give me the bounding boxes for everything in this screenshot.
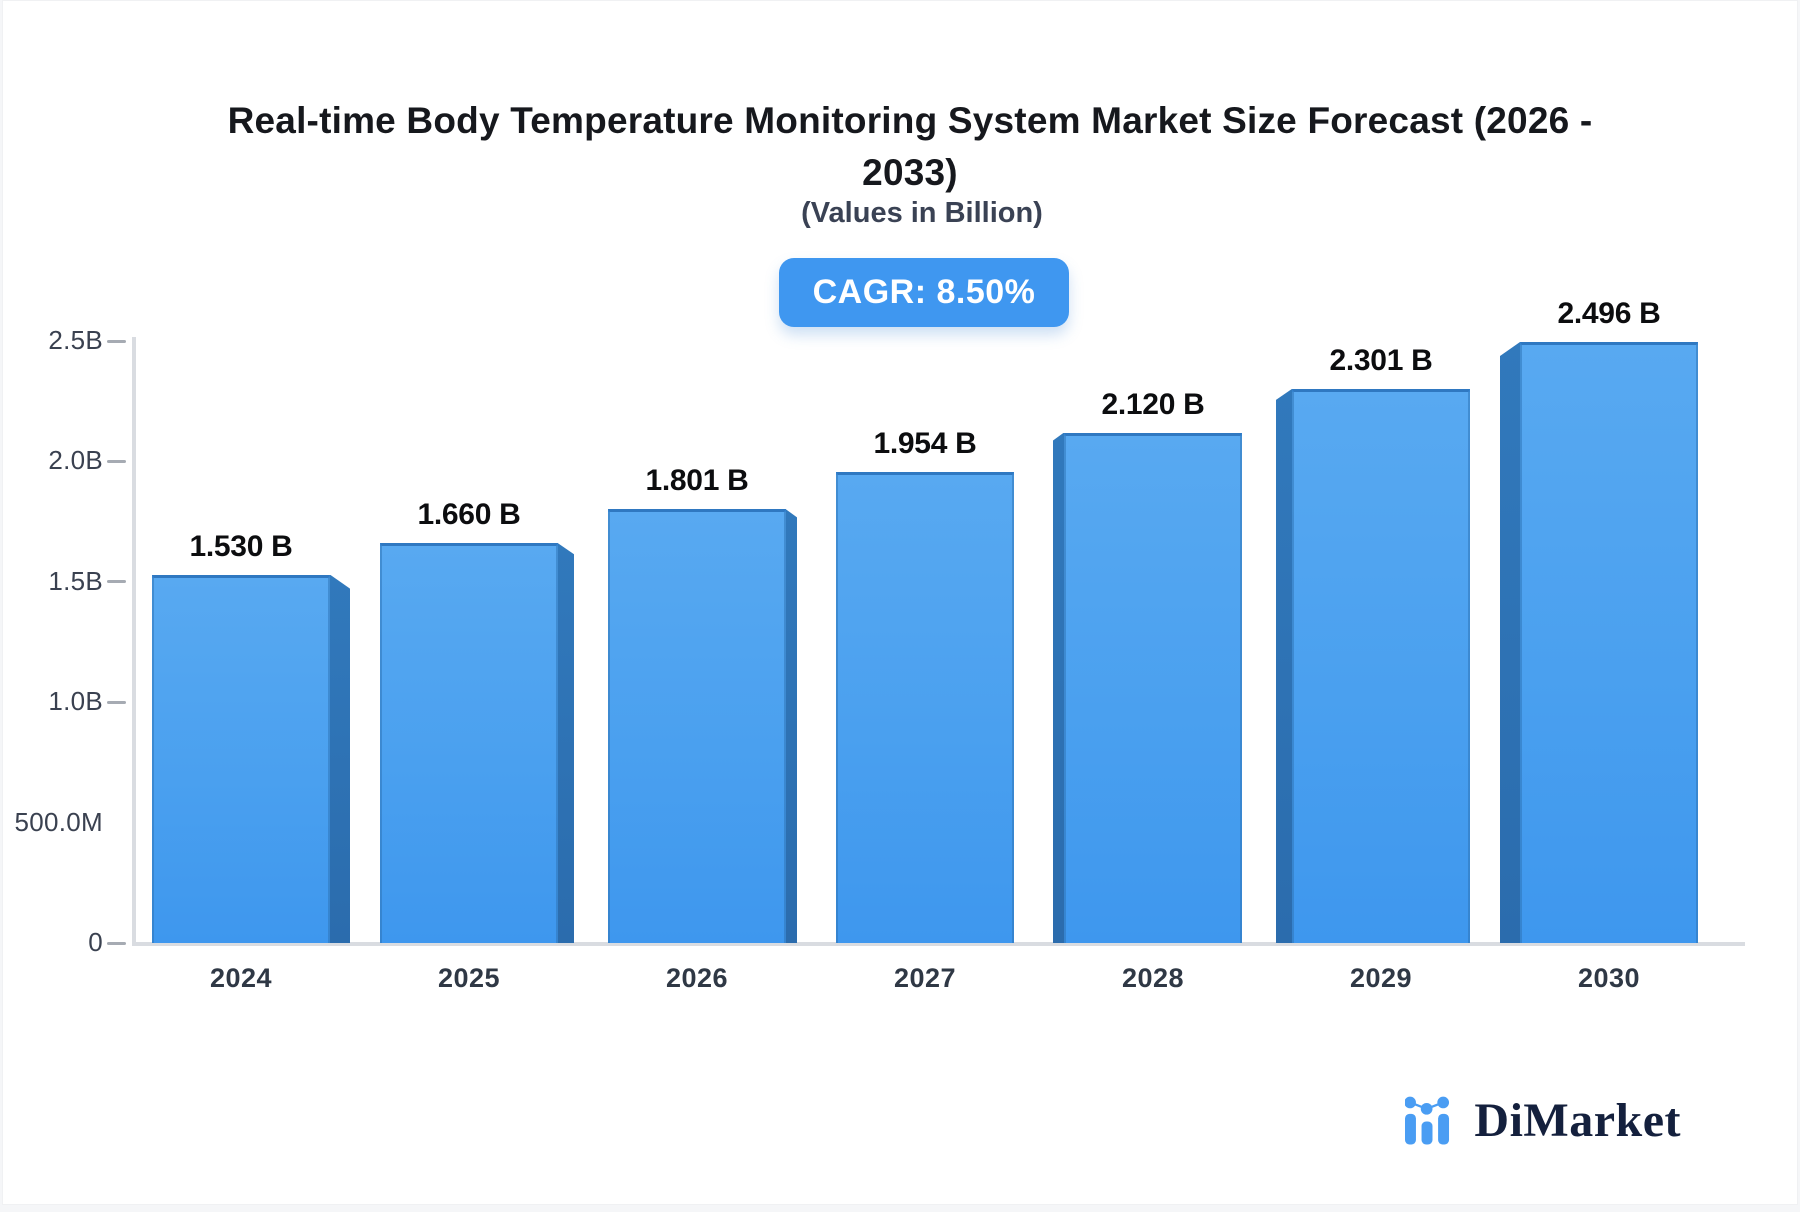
dimarket-logo-icon [1405, 1096, 1450, 1145]
y-tick-label: 1.0B [48, 686, 103, 717]
chart-subtitle: (Values in Billion) [801, 197, 1043, 229]
y-tick-dash [107, 941, 126, 945]
bar-value-label: 1.801 B [645, 464, 749, 498]
badge-row: CAGR: 8.50% [27, 258, 1800, 327]
x-axis-label-2025: 2025 [437, 963, 501, 993]
y-tick-label: 1.5B [48, 565, 103, 596]
chart-title: Real-time Body Temperature Monitoring Sy… [13, 95, 1800, 199]
y-tick-dash [107, 339, 126, 343]
cagr-badge: CAGR: 8.50% [778, 258, 1070, 327]
bar-2028[interactable] [1064, 432, 1242, 943]
x-axis-label-2029: 2029 [1349, 963, 1413, 993]
bar-2026-side [786, 509, 797, 943]
x-axis-label-2027: 2027 [893, 963, 957, 993]
bar-value-label: 1.660 B [417, 498, 521, 532]
brand-logo: DiMarket [1405, 1093, 1681, 1145]
x-axis-label-2030: 2030 [1577, 963, 1641, 993]
x-axis-line [132, 942, 1745, 946]
y-tick-dash [107, 700, 126, 704]
y-tick-dash [107, 459, 126, 463]
bar-2027[interactable] [836, 472, 1014, 943]
bar-2025[interactable] [380, 543, 558, 943]
bar-2024-side [330, 574, 350, 943]
chart-title-line2: 2033) [862, 152, 958, 193]
bar-2030[interactable] [1520, 341, 1698, 943]
bar-2030-side [1500, 341, 1520, 943]
y-tick-label: 0 [88, 927, 103, 957]
bar-value-label: 2.120 B [1101, 387, 1205, 421]
bar-2028-side [1053, 432, 1064, 943]
x-axis-label-2026: 2026 [665, 963, 729, 993]
bar-value-label: 2.301 B [1329, 343, 1433, 377]
bar-2029[interactable] [1292, 388, 1470, 943]
bar-2026[interactable] [608, 509, 786, 943]
bar-2024[interactable] [152, 574, 330, 943]
x-axis-label-2024: 2024 [209, 963, 273, 993]
chart-title-line1: Real-time Body Temperature Monitoring Sy… [227, 100, 1593, 141]
bar-2025-side [558, 543, 574, 943]
bar-value-label: 2.496 B [1557, 296, 1661, 330]
bar-value-label: 1.954 B [873, 427, 977, 461]
y-tick-label: 2.0B [48, 445, 103, 476]
y-axis-line [132, 337, 136, 945]
y-tick-label: 2.5B [48, 325, 103, 355]
bar-2029-side [1276, 388, 1292, 943]
brand-name: DiMarket [1474, 1094, 1681, 1147]
plot-area: 2.5B 2.0B 1.5B 1.0B 500.0M 0 1.530 B 1.660 B 1.… [3, 1, 1797, 1204]
x-axis-label-2028: 2028 [1121, 963, 1185, 993]
bar-value-label: 1.530 B [189, 529, 293, 563]
y-tick-label: 500.0M [14, 806, 103, 837]
y-tick-dash [107, 580, 126, 584]
